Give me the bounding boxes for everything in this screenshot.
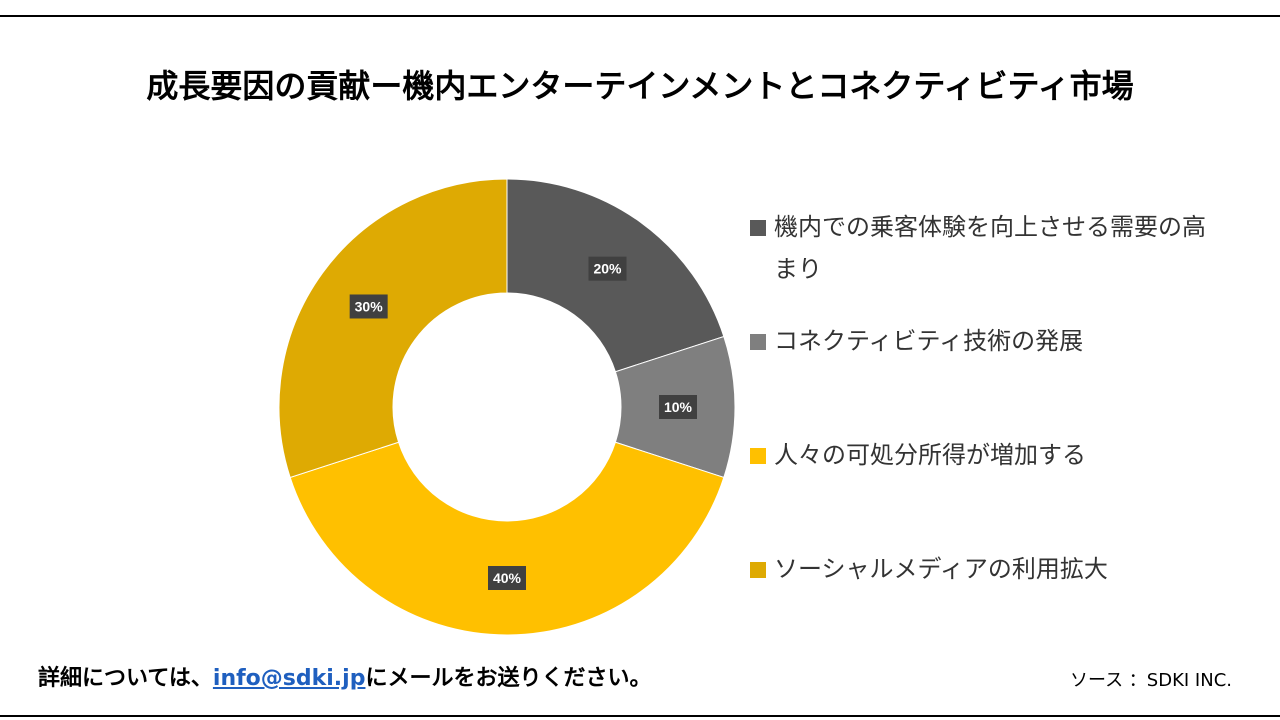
legend-label-social: ソーシャルメディアの利用拡大 — [774, 555, 1108, 583]
legend-item-income: 人々の可処分所得が増加する — [748, 434, 1214, 476]
bottom-rule — [0, 715, 1280, 717]
data-label-bg-demand — [588, 256, 627, 281]
legend-swatch-social — [750, 562, 766, 578]
legend-item-connectivity: コネクティビティ技術の発展 — [748, 320, 1214, 362]
legend-label-connectivity: コネクティビティ技術の発展 — [774, 327, 1084, 355]
data-label-bg-income — [488, 566, 526, 590]
data-label-text-connectivity: 10% — [664, 399, 693, 415]
legend-swatch-connectivity — [750, 334, 766, 350]
contact-suffix: にメールをお送りください。 — [365, 666, 652, 691]
donut-chart: 20% 10% 40% 30% — [278, 178, 736, 636]
data-label-text-income: 40% — [493, 570, 522, 586]
data-label-income: 40% — [488, 566, 526, 590]
top-rule — [0, 15, 1280, 17]
legend-label-demand: 機内での乗客体験を向上させる需要の高まり — [774, 213, 1206, 283]
legend-item-social: ソーシャルメディアの利用拡大 — [748, 548, 1214, 590]
slice-income — [289, 441, 725, 636]
data-label-bg-social — [349, 294, 388, 319]
chart-title: 成長要因の貢献ー機内エンターテインメントとコネクティビティ市場 — [146, 67, 1134, 105]
contact-email-link[interactable]: info@sdki.jp — [212, 666, 366, 691]
data-label-demand: 20% — [588, 256, 627, 281]
data-label-bg-connectivity — [659, 395, 697, 419]
legend-swatch-income — [750, 448, 766, 464]
contact-prefix: 詳細については、 — [38, 666, 213, 691]
data-label-text-social: 30% — [355, 298, 384, 314]
legend-item-demand: 機内での乗客体験を向上させる需要の高まり — [748, 206, 1214, 290]
legend-label-income: 人々の可処分所得が増加する — [774, 441, 1086, 469]
slice-social — [278, 178, 508, 479]
footer-contact: 詳細については、 info@sdki.jp にメールをお送りください。 — [38, 660, 651, 692]
data-label-text-demand: 20% — [593, 261, 622, 277]
data-label-connectivity: 10% — [659, 395, 697, 419]
legend-swatch-demand — [750, 220, 766, 236]
data-label-social: 30% — [349, 294, 388, 319]
source-credit: ソース ：SDKI INC. — [1069, 670, 1232, 691]
